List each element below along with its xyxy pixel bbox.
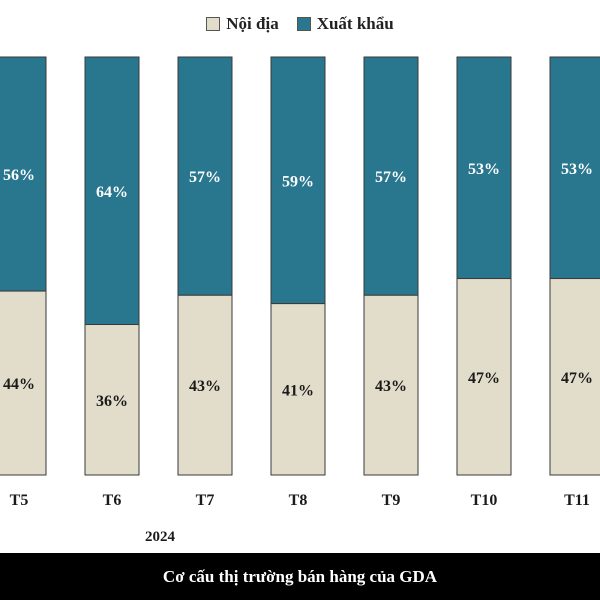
bar-export-t6 [84, 56, 140, 326]
data-label-domestic-t10: 47% [468, 370, 500, 387]
x-tick-label-t10: T10 [471, 492, 498, 509]
data-label-export-t5: 56% [3, 167, 35, 184]
bar-domestic-t7 [177, 294, 233, 476]
legend: Nội địa Xuất khẩu [0, 14, 600, 34]
stacked-bar-chart: 56% 44% T5 64% 36% T6 57% 43% T7 59% 41% T8 57% 43% T9… [0, 56, 600, 545]
data-label-domestic-t9: 43% [375, 378, 407, 395]
legend-item-domestic: Nội địa [206, 14, 279, 34]
legend-label-domestic: Nội địa [226, 14, 279, 33]
bar-domestic-t10 [456, 278, 512, 476]
data-label-export-t11: 53% [561, 161, 593, 178]
legend-swatch-export [296, 17, 311, 31]
data-label-export-t9: 57% [375, 169, 407, 186]
x-tick-label-t5: T5 [10, 492, 29, 509]
x-tick-label-t7: T7 [196, 492, 215, 509]
x-tick-label-t6: T6 [103, 492, 122, 509]
data-label-domestic-t6: 36% [96, 393, 128, 410]
x-tick-label-t9: T9 [382, 492, 401, 509]
data-label-export-t6: 64% [96, 184, 128, 201]
data-label-domestic-t8: 41% [282, 382, 314, 399]
caption-bar: Cơ cấu thị trường bán hàng của GDA [0, 553, 600, 600]
legend-item-export: Xuất khẩu [296, 14, 394, 34]
bar-export-t5 [0, 56, 47, 292]
x-group-label: 2024 [145, 529, 176, 545]
data-label-export-t8: 59% [282, 173, 314, 190]
chart-caption: Cơ cấu thị trường bán hàng của GDA [162, 566, 438, 586]
bar-export-t10 [456, 56, 512, 280]
bar-domestic-t6 [84, 324, 140, 476]
data-label-domestic-t11: 47% [561, 370, 593, 387]
bar-export-t9 [363, 56, 419, 296]
data-label-export-t7: 57% [189, 169, 221, 186]
bar-domestic-t5 [0, 290, 47, 476]
data-label-domestic-t7: 43% [189, 378, 221, 395]
data-label-export-t10: 53% [468, 161, 500, 178]
legend-swatch-domestic [206, 17, 221, 31]
bar-domestic-t9 [363, 294, 419, 476]
x-tick-label-t11: T11 [564, 492, 590, 509]
x-tick-label-t8: T8 [289, 492, 308, 509]
legend-label-export: Xuất khẩu [316, 14, 394, 33]
bar-domestic-t8 [270, 303, 326, 476]
bar-domestic-t11 [549, 278, 600, 476]
bar-export-t11 [549, 56, 600, 280]
data-label-domestic-t5: 44% [3, 376, 35, 393]
